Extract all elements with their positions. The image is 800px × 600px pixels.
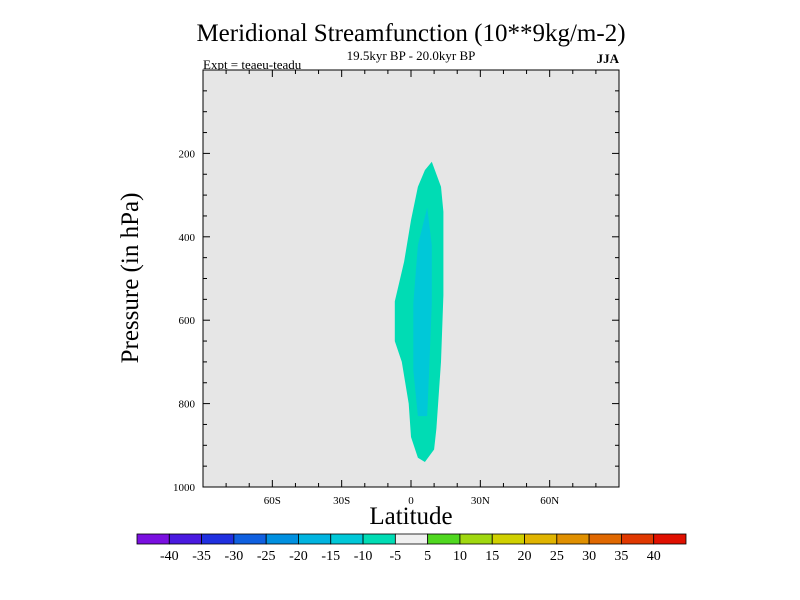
- y-axis-label: Pressure (in hPa): [117, 193, 144, 364]
- contour-layer: [394, 161, 444, 462]
- season-label: JJA: [597, 51, 620, 66]
- colorbar: -40 -35 -30 -25 -20 -15 -10 -5 5 10 15 20 25 30 35 40: [136, 533, 687, 564]
- colorbar-label: 15: [485, 549, 499, 564]
- y-tick-label: 400: [179, 232, 196, 244]
- y-tick-label: 600: [179, 315, 196, 327]
- colorbar-label: -30: [225, 549, 244, 564]
- colorbar-swatch: [459, 533, 493, 545]
- x-axis-label: Latitude: [369, 503, 452, 530]
- colorbar-swatch: [136, 533, 170, 545]
- x-tick-label: 60S: [264, 495, 281, 507]
- colorbar-swatch: [394, 533, 429, 545]
- colorbar-swatch: [491, 533, 525, 545]
- colorbar-label: -15: [321, 549, 340, 564]
- x-tick-label: 30S: [333, 495, 350, 507]
- colorbar-swatch: [588, 533, 622, 545]
- colorbar-label: 20: [518, 549, 532, 564]
- colorbar-label: -5: [390, 549, 402, 564]
- colorbar-swatch: [427, 533, 461, 545]
- x-tick-label: 30N: [471, 495, 490, 507]
- colorbar-swatch: [168, 533, 202, 545]
- colorbar-label: 35: [614, 549, 628, 564]
- colorbar-swatch: [556, 533, 590, 545]
- colorbar-label: 25: [550, 549, 564, 564]
- chart-title: Meridional Streamfunction (10**9kg/m-2): [196, 20, 625, 47]
- chart-subtitle: 19.5kyr BP - 20.0kyr BP: [347, 48, 476, 63]
- colorbar-label: -40: [160, 549, 179, 564]
- colorbar-swatch: [265, 533, 299, 545]
- colorbar-label: 30: [582, 549, 596, 564]
- colorbar-swatch: [653, 533, 687, 545]
- colorbar-swatch: [524, 533, 558, 545]
- colorbar-swatch: [233, 533, 267, 545]
- colorbar-swatch: [362, 533, 396, 545]
- colorbar-swatch: [621, 533, 655, 545]
- x-tick-label: 60N: [540, 495, 559, 507]
- y-tick-label: 200: [179, 148, 196, 160]
- colorbar-label: 10: [453, 549, 467, 564]
- x-tick-label: 0: [408, 495, 414, 507]
- colorbar-label: -10: [354, 549, 373, 564]
- colorbar-swatch: [298, 533, 332, 545]
- colorbar-label: 40: [647, 549, 661, 564]
- colorbar-label: -35: [192, 549, 211, 564]
- experiment-label: Expt = teaeu-teadu: [203, 57, 302, 72]
- y-tick-label: 1000: [173, 482, 196, 494]
- colorbar-swatch: [201, 533, 235, 545]
- colorbar-label: -20: [289, 549, 308, 564]
- colorbar-swatch: [330, 533, 364, 545]
- contour-region-1: [413, 207, 432, 417]
- colorbar-label: -25: [257, 549, 276, 564]
- axis-ticks: 60S 30S 0 30N 60N 200 400 600 800 1000: [173, 70, 620, 507]
- colorbar-label: 5: [424, 549, 431, 564]
- y-tick-label: 800: [179, 399, 196, 411]
